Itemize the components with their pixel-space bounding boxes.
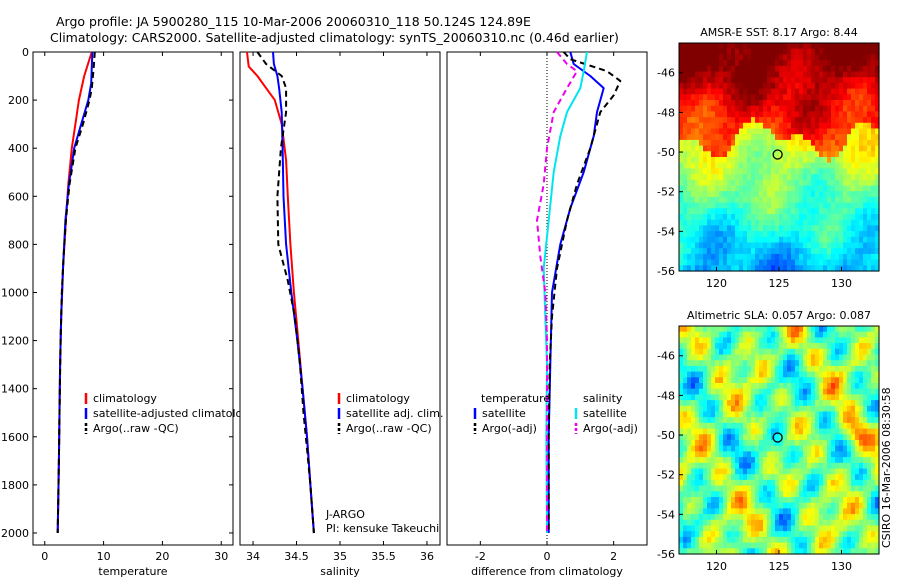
salinity-xtick-label: 34.5 <box>284 550 309 563</box>
temperature-series-argo-raw-qc <box>56 51 96 534</box>
temperature-ytick-label: 600 <box>8 190 29 203</box>
temperature-ytick-label: 1600 <box>1 431 29 444</box>
difference-legend-title-temperature: temperature <box>481 392 550 405</box>
sla_map-xtick-label: 125 <box>769 560 790 573</box>
csiro-timestamp: CSIRO 16-Mar-2006 08:30:58 <box>880 387 893 548</box>
sla_map-title: Altimetric SLA: 0.057 Argo: 0.087 <box>687 309 871 322</box>
difference-temperature-legend-label: Argo(-adj) <box>482 422 537 435</box>
temperature-ytick-label: 0 <box>22 46 29 59</box>
temperature-ytick-label: 1000 <box>1 286 29 299</box>
salinity-profile-panel: 34 34.5 35 35.5 36 salinity climatology satelli… <box>239 51 443 578</box>
sst_map-xtick-label: 125 <box>769 277 790 290</box>
temperature-ytick-label: 800 <box>8 238 29 251</box>
temperature-ytick-label: 200 <box>8 94 29 107</box>
sst_map-ytick-label: -54 <box>657 225 675 238</box>
sla_map-ytick-label: -52 <box>657 469 675 482</box>
sla_map-argo-marker <box>772 432 783 443</box>
difference-legend-title-salinity: salinity <box>583 392 623 405</box>
difference-profile-panel: -2 0 2 difference from climatology temperatu… <box>446 51 648 578</box>
salinity-annotation-line2: PI: kensuke Takeuchi <box>326 522 439 535</box>
temperature-ytick-label: 2000 <box>1 527 29 540</box>
sst_map-ytick-label: -46 <box>657 67 675 80</box>
salinity-annotation-line1: J-ARGO <box>325 508 365 521</box>
temperature-legend-label: Argo(..raw -QC) <box>93 422 179 435</box>
sst_map-xtick-label: 130 <box>831 277 852 290</box>
sst_map-ytick-label: -52 <box>657 186 675 199</box>
temperature-xtick-label: 30 <box>214 550 228 563</box>
difference-salinity-legend-label: satellite <box>583 407 627 420</box>
difference-series-temperature-argo-adj <box>547 51 622 533</box>
salinity-xtick-label: 35.5 <box>371 550 396 563</box>
sla_map-ytick-label: -56 <box>657 548 675 561</box>
sla_map-ytick-label: -46 <box>657 350 675 363</box>
sst_map-title: AMSR-E SST: 8.17 Argo: 8.44 <box>700 26 858 39</box>
temperature-xtick-label: 0 <box>41 550 48 563</box>
difference-temperature-legend-label: satellite <box>482 407 526 420</box>
temperature-ytick-label: 1800 <box>1 479 29 492</box>
sst_map-ytick-label: -48 <box>657 106 675 119</box>
temperature-ytick-label: 400 <box>8 142 29 155</box>
salinity-axes-box <box>239 51 441 546</box>
difference-xtick-label: 0 <box>544 550 551 563</box>
sst_map-ytick-label: -50 <box>657 146 675 159</box>
temperature-profile-panel: 0 10 20 30 temperature 0 200 400 600 800 1000 1200 1… <box>1 46 256 578</box>
temperature-xtick-label: 10 <box>97 550 111 563</box>
sst-map-panel: 120 125 130 -46 -48 -50 -52 -54 -56 AMSR-E SST: 8… <box>657 26 880 290</box>
salinity-xtick-label: 36 <box>420 550 434 563</box>
temperature-legend-label: satellite-adjusted climatology <box>93 407 256 420</box>
difference-series-salinity-argo-adj <box>536 51 578 533</box>
temperature-legend-label: climatology <box>93 392 157 405</box>
sla_map-ytick-label: -50 <box>657 429 675 442</box>
salinity-legend-label: Argo(..raw -QC) <box>346 422 432 435</box>
temperature-axes-box <box>32 51 234 546</box>
salinity-series-satellite-adj-clim <box>272 51 315 534</box>
salinity-xtick-label: 34 <box>246 550 260 563</box>
sla_map-ytick-label: -48 <box>657 389 675 402</box>
sla_map-ytick-label: -54 <box>657 508 675 521</box>
sla_map-xtick-label: 120 <box>706 560 727 573</box>
sla_map-field <box>679 326 880 555</box>
salinity-legend-label: satellite adj. clim. <box>346 407 443 420</box>
header-line-1: Argo profile: JA 5900280_115 10-Mar-2006… <box>56 14 531 29</box>
difference-xtick-label: 2 <box>610 550 617 563</box>
temperature-xlabel: temperature <box>98 565 167 578</box>
salinity-xlabel: salinity <box>320 565 360 578</box>
sst_map-argo-marker <box>772 149 783 160</box>
sla_map-xtick-label: 130 <box>831 560 852 573</box>
salinity-legend-label: climatology <box>346 392 410 405</box>
sst_map-xtick-label: 120 <box>706 277 727 290</box>
sla-map-panel: 120 125 130 -46 -48 -50 -52 -54 -56 Altimetric SL… <box>657 309 880 573</box>
temperature-ytick-label: 1400 <box>1 383 29 396</box>
header-line-2: Climatology: CARS2000. Satellite-adjuste… <box>50 30 619 45</box>
sst_map-field <box>679 43 880 272</box>
temperature-ytick-label: 1200 <box>1 335 29 348</box>
difference-salinity-legend-label: Argo(-adj) <box>583 422 638 435</box>
difference-xtick-label: -2 <box>475 550 486 563</box>
difference-xlabel: difference from climatology <box>471 565 623 578</box>
salinity-xtick-label: 35 <box>333 550 347 563</box>
temperature-xtick-label: 20 <box>155 550 169 563</box>
salinity-series-argo-raw-qc <box>256 51 315 534</box>
sst_map-ytick-label: -56 <box>657 265 675 278</box>
